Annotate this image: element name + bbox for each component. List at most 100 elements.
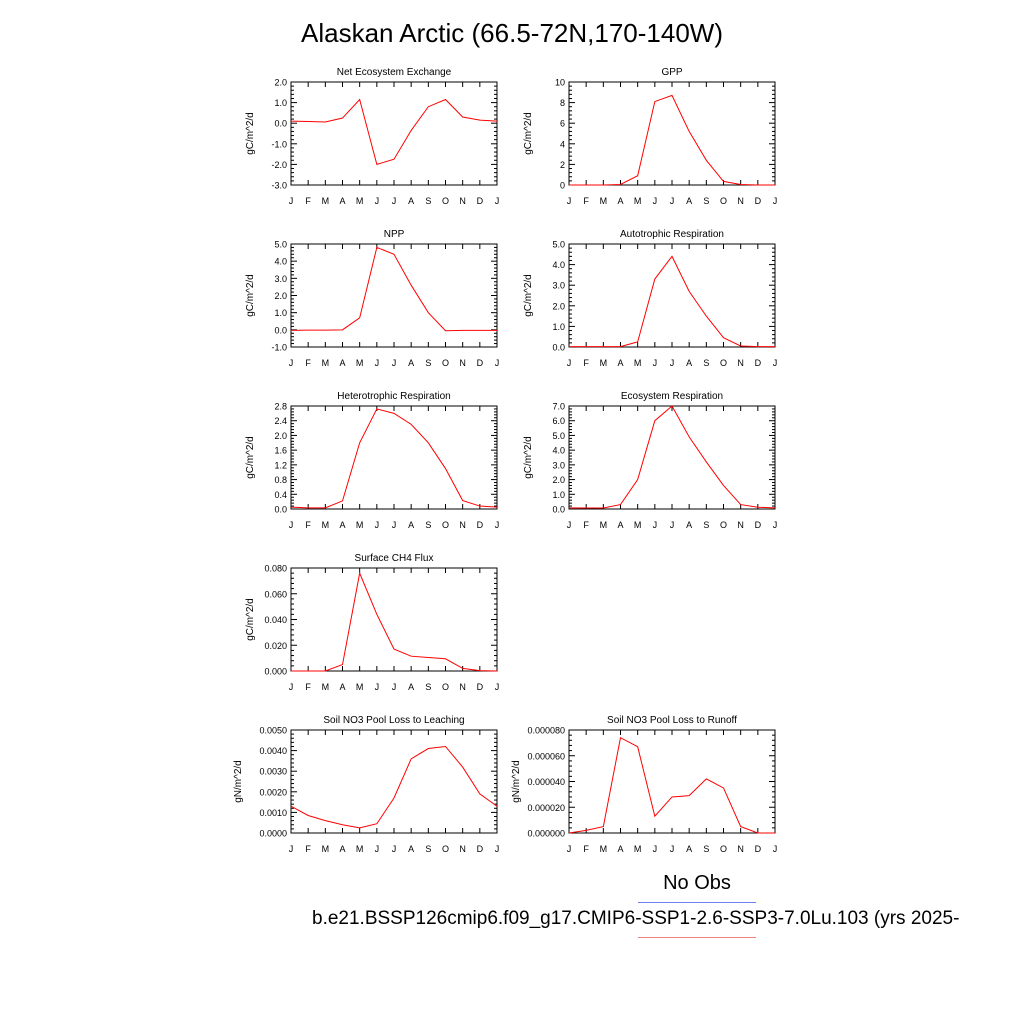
x-tick-label: J — [495, 520, 500, 530]
y-tick-label: 2 — [560, 160, 565, 170]
x-tick-label: D — [755, 520, 762, 530]
x-tick-label: J — [495, 358, 500, 368]
x-tick-label: A — [339, 844, 345, 854]
x-tick-label: S — [703, 358, 709, 368]
y-tick-label: 0.080 — [264, 564, 287, 574]
x-tick-label: J — [289, 358, 294, 368]
series-line — [290, 408, 498, 509]
series-line — [290, 98, 498, 166]
x-tick-label: A — [617, 844, 623, 854]
y-axis-label: gC/m^2/d — [245, 112, 256, 155]
y-tick-label: 8 — [560, 98, 565, 108]
x-tick-label: O — [720, 358, 727, 368]
x-tick-label: N — [459, 682, 466, 692]
y-tick-label: 0.0 — [552, 343, 565, 353]
x-tick-label: N — [737, 196, 744, 206]
x-tick-label: M — [322, 844, 330, 854]
y-tick-label: 0.060 — [264, 589, 287, 599]
x-tick-label: F — [305, 844, 311, 854]
y-tick-label: 0.0040 — [259, 746, 287, 756]
y-tick-label: 1.6 — [274, 446, 287, 456]
y-tick-label: 0.0 — [274, 119, 287, 129]
x-tick-label: J — [773, 844, 778, 854]
y-tick-label: 0 — [560, 181, 565, 191]
x-tick-label: J — [670, 358, 675, 368]
x-tick-label: A — [408, 358, 414, 368]
x-tick-label: J — [289, 520, 294, 530]
plot-frame — [568, 729, 776, 834]
y-tick-label: 1.0 — [274, 308, 287, 318]
x-tick-label: A — [339, 682, 345, 692]
x-tick-label: A — [686, 844, 692, 854]
x-tick-label: M — [600, 844, 608, 854]
x-tick-label: F — [583, 358, 589, 368]
x-tick-label: F — [305, 682, 311, 692]
legend-case-label: b.e21.BSSP126cmip6.f09_g17.CMIP6-SSP1-2.… — [312, 908, 960, 929]
x-tick-label: O — [720, 196, 727, 206]
panel-title: Surface CH4 Flux — [355, 553, 434, 564]
x-tick-label: M — [356, 196, 364, 206]
x-tick-label: A — [339, 196, 345, 206]
x-tick-label: O — [720, 844, 727, 854]
x-tick-label: J — [495, 682, 500, 692]
y-tick-label: 0.040 — [264, 615, 287, 625]
series-line — [291, 571, 498, 672]
x-tick-label: N — [459, 196, 466, 206]
x-tick-label: F — [583, 844, 589, 854]
x-tick-label: J — [392, 844, 397, 854]
y-axis-label: gC/m^2/d — [523, 436, 534, 479]
x-tick-label: D — [755, 844, 762, 854]
x-tick-label: D — [477, 682, 484, 692]
y-tick-label: 7.0 — [552, 402, 565, 412]
x-tick-label: S — [703, 844, 709, 854]
y-tick-label: 5.0 — [552, 431, 565, 441]
x-tick-label: N — [459, 358, 466, 368]
x-tick-label: M — [322, 682, 330, 692]
y-tick-label: 0.000 — [264, 667, 287, 677]
y-tick-label: 3.0 — [274, 274, 287, 284]
y-tick-label: 0.4 — [274, 490, 287, 500]
y-tick-label: 4.0 — [552, 260, 565, 270]
y-tick-label: -3.0 — [271, 181, 287, 191]
y-axis-label: gN/m^2/d — [511, 760, 522, 803]
x-tick-label: J — [653, 520, 658, 530]
y-tick-label: 0.000060 — [527, 751, 565, 761]
y-tick-label: 3.0 — [552, 460, 565, 470]
y-axis-label: gN/m^2/d — [233, 760, 244, 803]
panel-title: Ecosystem Respiration — [621, 391, 723, 402]
x-tick-label: A — [408, 844, 414, 854]
x-tick-label: D — [477, 196, 484, 206]
y-tick-label: 2.0 — [552, 301, 565, 311]
x-tick-label: S — [425, 358, 431, 368]
x-tick-label: F — [305, 196, 311, 206]
y-tick-label: 0.000040 — [527, 777, 565, 787]
y-axis-label: gC/m^2/d — [523, 274, 534, 317]
y-tick-label: -1.0 — [271, 139, 287, 149]
x-tick-label: M — [356, 682, 364, 692]
x-tick-label: S — [703, 520, 709, 530]
series-line — [568, 736, 775, 834]
y-tick-label: 4.0 — [274, 257, 287, 267]
y-tick-label: 4 — [560, 139, 565, 149]
y-tick-label: 5.0 — [274, 240, 287, 250]
panel-title: NPP — [384, 229, 405, 240]
y-axis-label: gC/m^2/d — [523, 112, 534, 155]
panel-title: Heterotrophic Respiration — [337, 391, 450, 402]
y-tick-label: -2.0 — [271, 160, 287, 170]
x-tick-label: J — [375, 682, 380, 692]
x-tick-label: O — [442, 682, 449, 692]
x-tick-label: S — [425, 196, 431, 206]
y-tick-label: 2.0 — [274, 291, 287, 301]
x-tick-label: J — [567, 196, 572, 206]
x-tick-label: N — [737, 844, 744, 854]
x-tick-label: M — [356, 844, 364, 854]
x-tick-label: J — [392, 196, 397, 206]
x-tick-label: M — [634, 520, 642, 530]
x-tick-label: A — [686, 520, 692, 530]
plot-frame — [568, 81, 776, 186]
x-tick-label: J — [653, 358, 658, 368]
x-tick-label: A — [617, 196, 623, 206]
page-title: Alaskan Arctic (66.5-72N,170-140W) — [301, 18, 723, 48]
